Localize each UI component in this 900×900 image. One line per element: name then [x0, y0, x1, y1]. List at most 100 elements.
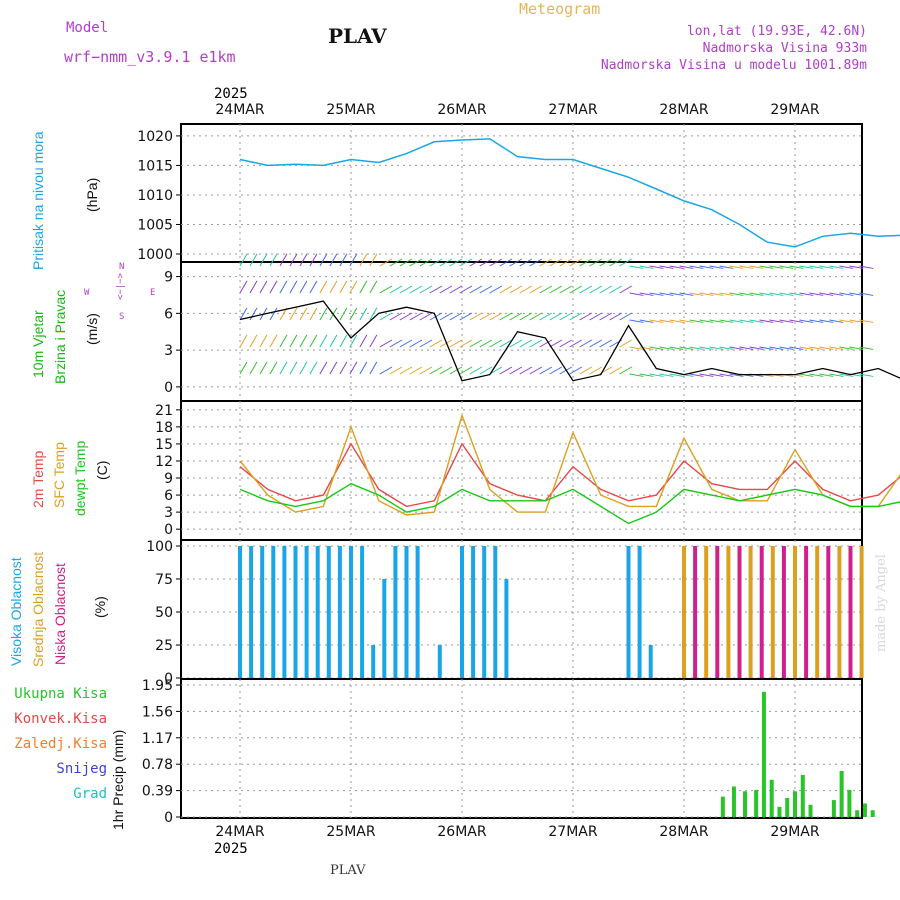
wind-barb: [279, 253, 288, 267]
rain-conv-label: Konvek.Kisa: [14, 711, 107, 727]
wind-barb: [309, 253, 318, 267]
wind-barb: [779, 292, 794, 296]
wind-barb: [389, 366, 403, 375]
wind-barb: [339, 307, 348, 321]
wind-barb: [369, 253, 378, 267]
wind-barb: [579, 366, 593, 375]
ytick-label: 3: [164, 505, 173, 521]
wind-barb: [519, 312, 533, 321]
wind-barb: [509, 339, 523, 348]
wind-barb: [499, 258, 513, 267]
wind-barb: [529, 339, 543, 348]
wind-barb: [259, 334, 268, 348]
wind-barb: [449, 312, 463, 321]
wind-barb: [439, 258, 453, 267]
wind-barb: [269, 307, 278, 321]
wind-barb: [529, 258, 543, 267]
wind-barb: [819, 346, 834, 350]
wind-barb: [729, 346, 744, 350]
wind-barb: [349, 253, 358, 267]
wind-barb: [539, 285, 553, 294]
wind-barb: [779, 319, 794, 323]
wind-barb: [409, 366, 423, 375]
wind-barb: [739, 265, 754, 269]
xtick-label-top: 26MAR: [437, 102, 486, 118]
wind-barb: [379, 366, 393, 375]
wind-barb: [369, 280, 378, 294]
wind-barb: [799, 292, 814, 296]
wind-barb: [629, 319, 644, 323]
wind-barb: [459, 366, 473, 375]
high-cloud-bar: [249, 546, 254, 678]
wind-barb: [579, 312, 593, 321]
wind-barb: [329, 361, 338, 375]
wind-barb: [809, 292, 824, 296]
wind-barb: [329, 334, 338, 348]
year-label-top: 2025: [214, 86, 248, 102]
xtick-label-top: 25MAR: [326, 102, 375, 118]
wind-barb: [539, 258, 553, 267]
wind-barb: [319, 334, 328, 348]
precip-bar: [847, 789, 852, 817]
wind-barb: [759, 265, 774, 269]
wind-barb: [579, 285, 593, 294]
wind-barb: [479, 285, 493, 294]
wind-barb: [589, 339, 603, 348]
wind-barb: [339, 361, 348, 375]
wind-barb: [719, 319, 734, 323]
wind-barb: [369, 334, 378, 348]
wind-barb: [569, 285, 583, 294]
mid-cloud-bar: [859, 546, 864, 678]
wind-barb: [719, 292, 734, 296]
rain-total-label: Ukupna Kisa: [14, 686, 107, 702]
wind-barb: [859, 346, 874, 350]
wind-barb: [269, 280, 278, 294]
mid-cloud-bar: [793, 546, 797, 678]
wind-barb: [659, 292, 674, 296]
high-cloud-bar: [271, 546, 276, 678]
ytick-label: 6: [164, 306, 173, 322]
wind-barb: [409, 339, 423, 348]
high-cloud-bar: [460, 546, 464, 678]
wind-barb: [819, 319, 834, 323]
wind-barb: [809, 346, 824, 350]
wind-barb: [379, 312, 393, 321]
wind-barb: [499, 366, 513, 375]
wind-barb: [339, 253, 348, 267]
elevation-label: Nadmorska Visina 933m: [702, 41, 867, 56]
precip-bar: [793, 791, 797, 817]
sfc-temp-line: [239, 413, 900, 516]
wind-barb: [429, 366, 443, 375]
wind-barb: [379, 339, 393, 348]
wind-barb: [719, 346, 734, 350]
rain-frz-label: Zaledj.Kisa: [14, 736, 107, 752]
wind-barb: [689, 319, 704, 323]
wind-barb: [439, 285, 453, 294]
wind-barb: [289, 334, 298, 348]
wind-barb: [549, 312, 563, 321]
wind-barb: [729, 292, 744, 296]
wind-barb: [539, 366, 553, 375]
wind-barb: [319, 361, 328, 375]
pressure-line: [239, 138, 900, 248]
mid-cloud-bar: [704, 546, 709, 678]
wind-barb: [239, 280, 248, 294]
wind-barb: [699, 292, 714, 296]
temp2m-line: [239, 442, 900, 508]
wind-barb: [619, 258, 632, 267]
low-cloud-bar: [715, 546, 720, 678]
compass-e: E: [150, 288, 156, 298]
wind-barb: [369, 361, 378, 375]
wind-barb: [769, 319, 784, 323]
wind-barb: [689, 292, 704, 296]
meteogram-title: Meteogram: [519, 0, 601, 18]
wind-barb: [529, 366, 543, 375]
wind-barb: [789, 346, 804, 350]
wind-barb: [619, 366, 632, 375]
high-cloud-bar: [648, 645, 653, 678]
high-cloud-bar: [626, 546, 631, 678]
wind-barb: [419, 366, 433, 375]
xtick-label-bottom: 27MAR: [548, 824, 597, 840]
wind-barb: [489, 339, 503, 348]
wind-barb: [839, 292, 854, 296]
